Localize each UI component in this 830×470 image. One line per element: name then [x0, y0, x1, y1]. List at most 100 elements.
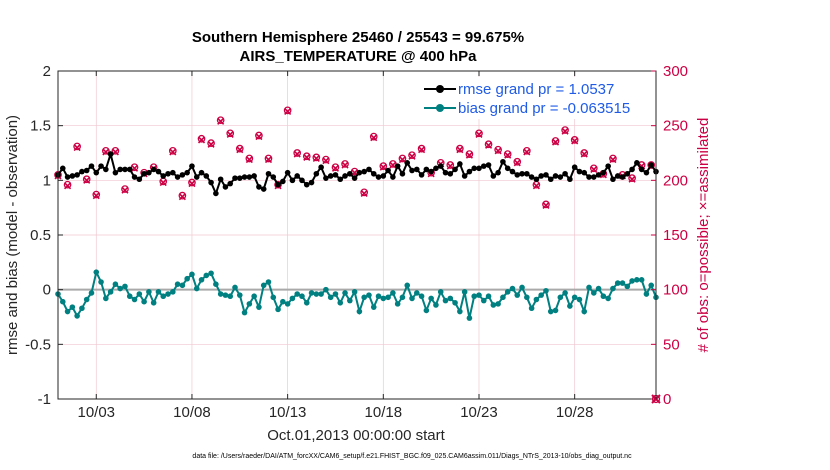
obs-possible-point: [111, 146, 120, 155]
rmse-point: [241, 174, 248, 180]
rmse-point: [567, 176, 573, 183]
rmse-point: [193, 174, 200, 180]
bias-point: [442, 297, 449, 304]
rmse-point: [318, 164, 324, 171]
bias-point: [246, 301, 253, 307]
rmse-point: [514, 172, 521, 178]
obs-possible-point: [484, 140, 493, 149]
obs-possible-point: [341, 160, 349, 168]
rmse-point: [509, 168, 516, 175]
bias-point: [136, 291, 143, 297]
bias-point: [414, 290, 420, 296]
rmse-point: [198, 169, 205, 176]
bias-point: [126, 293, 133, 300]
bias-point: [222, 292, 229, 298]
bias-point: [533, 296, 540, 303]
chart-title-line1: Southern Hemisphere 25460 / 25543 = 99.6…: [192, 29, 524, 46]
rmse-point: [98, 163, 104, 169]
obs-possible-point: [245, 154, 254, 163]
obs-assimilated-point: [484, 141, 493, 149]
legend-rmse-label: rmse grand pr = 1.0537: [458, 81, 614, 98]
obs-possible-point: [580, 149, 589, 157]
bias-point: [203, 272, 210, 279]
rmse-point: [260, 186, 267, 192]
bias-point: [160, 293, 167, 300]
bias-point: [103, 295, 109, 302]
rmse-point: [528, 174, 535, 180]
obs-possible-point: [331, 163, 340, 172]
rmse-point: [614, 173, 621, 179]
rmse-point: [495, 169, 501, 176]
rmse-point: [433, 165, 439, 172]
bias-point: [165, 291, 171, 297]
obs-possible-point: [398, 154, 407, 163]
bias-point: [198, 277, 205, 283]
y-left-tick-label-0: -1: [38, 391, 51, 408]
obs-possible-point: [360, 188, 369, 197]
obs-possible-point: [513, 157, 522, 166]
obs-assimilated-point: [408, 152, 416, 160]
rmse-point: [64, 174, 71, 180]
rmse-point: [557, 174, 564, 180]
rmse-point: [466, 168, 473, 175]
rmse-point: [313, 170, 320, 177]
rmse-point: [390, 174, 396, 180]
rmse-point: [83, 167, 90, 174]
obs-assimilated-point: [159, 178, 167, 187]
obs-assimilated-point: [551, 138, 560, 146]
chart-title-line2: AIRS_TEMPERATURE @ 400 hPa: [240, 48, 478, 65]
obs-assimilated-point: [360, 189, 368, 198]
bias-point: [351, 289, 358, 295]
bias-point: [466, 315, 473, 321]
y-right-tick-label-1: 50: [663, 336, 680, 353]
rmse-point: [610, 176, 616, 183]
rmse-point: [184, 169, 190, 176]
bias-point: [385, 294, 391, 301]
footnote: data file: /Users/raeder/DAI/ATM_forcXX/…: [192, 453, 632, 460]
bias-point: [504, 289, 511, 295]
obs-assimilated-point: [130, 164, 139, 172]
rmse-point: [648, 162, 655, 168]
rmse-point: [347, 170, 353, 177]
rmse-point: [117, 166, 123, 173]
rmse-point: [246, 174, 253, 180]
obs-assimilated-point: [188, 180, 196, 188]
bias-point: [337, 299, 344, 306]
bias-point: [614, 280, 621, 286]
bias-point: [260, 282, 267, 289]
bias-point: [500, 294, 506, 301]
obs-possible-point: [121, 185, 129, 193]
rmse-point: [146, 169, 152, 176]
bias-point: [313, 291, 320, 297]
rmse-point: [480, 163, 487, 169]
rmse-point: [131, 174, 138, 180]
bias-point: [562, 290, 568, 296]
rmse-point: [332, 172, 339, 178]
rmse-point: [461, 173, 468, 179]
rmse-point: [227, 180, 234, 187]
rmse-point: [538, 173, 544, 179]
obs-assimilated-point: [571, 137, 579, 145]
rmse-point: [447, 170, 454, 177]
bias-point: [303, 299, 310, 306]
bias-point: [347, 297, 353, 304]
rmse-point: [299, 177, 305, 184]
bias-point: [634, 277, 640, 283]
obs-assimilated-point: [475, 130, 483, 138]
x-tick-label-4: 10/23: [460, 404, 498, 421]
bias-point: [117, 285, 123, 292]
bias-point: [170, 289, 176, 295]
rmse-point: [576, 168, 583, 175]
y-left-tick-label-2: 0: [43, 282, 51, 299]
x-tick-label-3: 10/18: [365, 404, 403, 421]
bias-point: [131, 296, 138, 303]
bias-point: [557, 294, 564, 301]
bias-point: [289, 295, 296, 302]
rmse-point: [79, 168, 85, 175]
y-right-tick-label-6: 300: [663, 63, 688, 80]
obs-possible-point: [216, 116, 225, 125]
rmse-point: [59, 165, 66, 172]
bias-point: [146, 289, 152, 295]
obs-assimilated-point: [590, 165, 598, 173]
rmse-point: [643, 169, 650, 176]
